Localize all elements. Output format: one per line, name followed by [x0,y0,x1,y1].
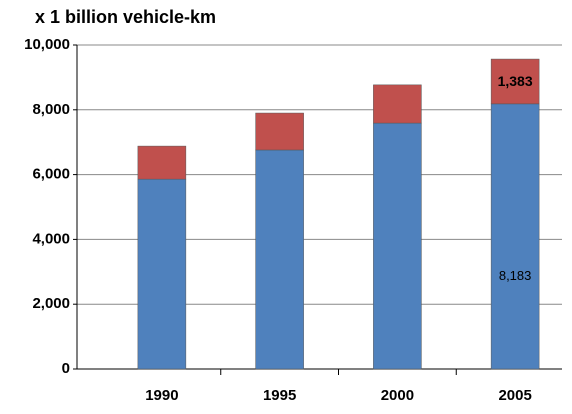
y-tick-label: 0 [62,360,70,377]
x-tick-label: 1990 [145,387,178,404]
bar-segment [137,178,187,370]
bar-segment [373,84,422,124]
bar-segment [490,103,540,370]
x-tick-label: 2000 [381,387,414,404]
data-label: 1,383 [498,73,533,89]
x-tick-label: 2005 [498,387,531,404]
y-tick-label: 10,000 [24,36,70,53]
y-tick-label: 2,000 [32,295,70,312]
bar-segment [255,112,304,151]
bar-segment [373,122,422,370]
x-tick-label: 1995 [263,387,296,404]
data-label: 8,183 [499,268,532,283]
y-tick-label: 6,000 [32,166,70,183]
y-tick-label: 4,000 [32,230,70,247]
bar-segment [490,58,540,105]
y-tick-label: 8,000 [32,101,70,118]
bar-segment [137,145,187,180]
chart-title: x 1 billion vehicle-km [35,7,216,27]
bar-segment [255,149,304,370]
